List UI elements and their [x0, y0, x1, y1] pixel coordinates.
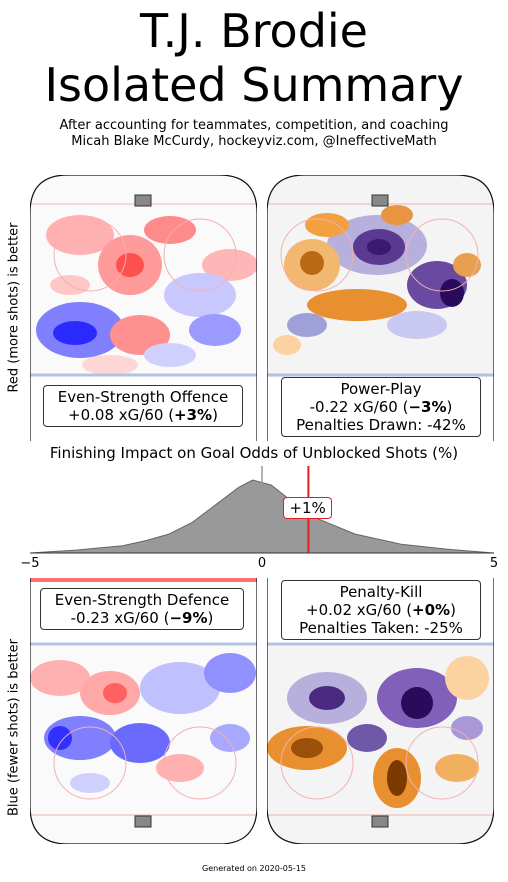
es-defence-title: Even-Strength Defence	[54, 591, 230, 609]
power-play-title: Power-Play	[340, 380, 422, 398]
es-defence-rink	[30, 578, 257, 844]
power-play-value: -0.22 xG/60 (−3%)	[309, 398, 453, 416]
finishing-title: Finishing Impact on Goal Odds of Unblock…	[49, 444, 459, 462]
subtitle-line1: After accounting for teammates, competit…	[59, 118, 449, 133]
penalties-drawn: Penalties Drawn: -42%	[296, 416, 466, 434]
power-play-label: Power-Play -0.22 xG/60 (−3%) Penalties D…	[281, 377, 481, 437]
penalties-taken: Penalties Taken: -25%	[299, 619, 463, 637]
es-defence-value: -0.23 xG/60 (−9%)	[70, 609, 214, 627]
penalty-kill-title: Penalty-Kill	[339, 583, 423, 601]
page-title-line2: Isolated Summary	[44, 58, 464, 112]
generated-footer: Generated on 2020-05-15	[202, 864, 306, 873]
subtitle-line2: Micah Blake McCurdy, hockeyviz.com, @Ine…	[71, 134, 437, 149]
defence-heat-blobs	[30, 653, 256, 793]
penalty-kill-label: Penalty-Kill +0.02 xG/60 (+0%) Penalties…	[281, 580, 481, 640]
es-defence-label: Even-Strength Defence -0.23 xG/60 (−9%)	[40, 588, 244, 630]
offence-heat-blobs	[36, 215, 257, 375]
es-offence-label: Even-Strength Offence +0.08 xG/60 (+3%)	[43, 385, 243, 427]
tick-label-min: −5	[20, 556, 40, 571]
penalty-kill-heat-blobs	[267, 656, 489, 808]
page-title-line1: T.J. Brodie	[140, 4, 368, 58]
bottom-axis-label: Blue (fewer shots) is better	[6, 639, 22, 816]
finishing-badge: +1%	[283, 497, 332, 519]
power-play-heat-blobs	[273, 205, 481, 355]
top-axis-label: Red (more shots) is better	[6, 222, 22, 393]
tick-label-max: 5	[489, 556, 499, 571]
penalty-kill-value: +0.02 xG/60 (+0%)	[306, 601, 456, 619]
tick-label-zero: 0	[257, 556, 267, 571]
es-offence-title: Even-Strength Offence	[57, 388, 229, 406]
es-offence-value: +0.08 xG/60 (+3%)	[68, 406, 218, 424]
finishing-density-chart	[30, 466, 494, 554]
